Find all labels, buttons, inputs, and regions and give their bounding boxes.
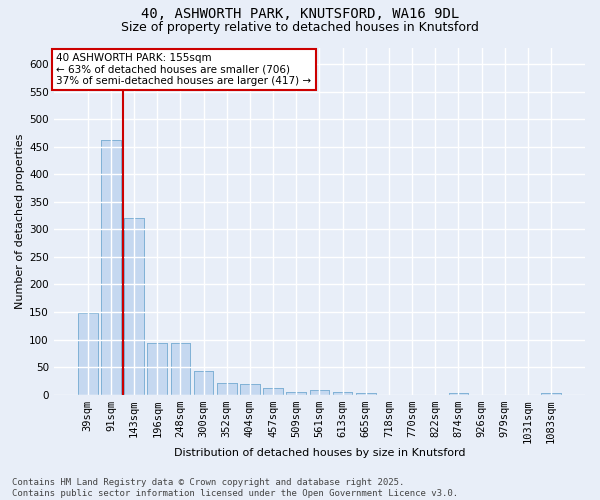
Bar xyxy=(217,382,236,394)
Bar xyxy=(194,371,214,394)
Bar xyxy=(78,313,98,394)
Bar xyxy=(286,392,306,394)
Bar xyxy=(170,344,190,394)
Bar xyxy=(449,392,468,394)
Bar xyxy=(263,388,283,394)
Bar xyxy=(286,392,306,394)
Bar xyxy=(78,313,98,394)
Bar xyxy=(240,384,260,394)
Bar xyxy=(449,392,468,394)
Bar xyxy=(310,390,329,394)
Text: Contains HM Land Registry data © Crown copyright and database right 2025.
Contai: Contains HM Land Registry data © Crown c… xyxy=(12,478,458,498)
Y-axis label: Number of detached properties: Number of detached properties xyxy=(15,134,25,309)
Bar xyxy=(170,344,190,394)
Text: Size of property relative to detached houses in Knutsford: Size of property relative to detached ho… xyxy=(121,21,479,34)
Bar xyxy=(333,392,352,394)
Bar xyxy=(124,218,144,394)
Bar xyxy=(356,393,376,394)
Bar xyxy=(310,390,329,394)
Bar xyxy=(541,392,561,394)
Bar xyxy=(148,344,167,394)
Text: 40 ASHWORTH PARK: 155sqm
← 63% of detached houses are smaller (706)
37% of semi-: 40 ASHWORTH PARK: 155sqm ← 63% of detach… xyxy=(56,52,311,86)
Text: 40, ASHWORTH PARK, KNUTSFORD, WA16 9DL: 40, ASHWORTH PARK, KNUTSFORD, WA16 9DL xyxy=(141,8,459,22)
Bar xyxy=(217,382,236,394)
Bar xyxy=(124,218,144,394)
Bar xyxy=(240,384,260,394)
Bar xyxy=(148,344,167,394)
Bar xyxy=(541,392,561,394)
Bar xyxy=(101,140,121,394)
Bar xyxy=(194,371,214,394)
Bar xyxy=(356,393,376,394)
Bar xyxy=(101,140,121,394)
Bar xyxy=(333,392,352,394)
X-axis label: Distribution of detached houses by size in Knutsford: Distribution of detached houses by size … xyxy=(173,448,465,458)
Bar xyxy=(263,388,283,394)
